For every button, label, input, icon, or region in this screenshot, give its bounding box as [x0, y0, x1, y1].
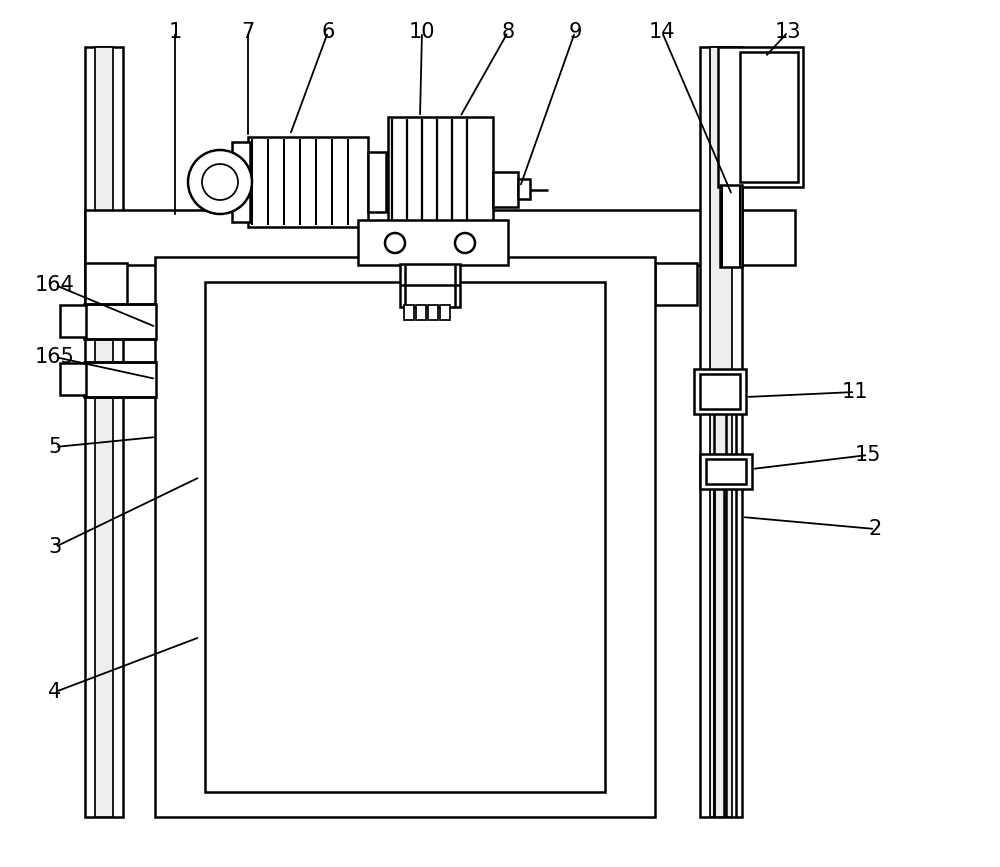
Text: 164: 164 [35, 275, 75, 295]
Bar [700, 374, 740, 409]
Bar [358, 220, 508, 265]
Bar [60, 305, 86, 337]
Bar [428, 305, 438, 320]
Text: 165: 165 [35, 347, 75, 367]
Text: 3: 3 [48, 537, 62, 557]
Text: 11: 11 [842, 382, 868, 402]
Text: 2: 2 [868, 519, 882, 539]
Circle shape [202, 164, 238, 200]
Bar [720, 185, 742, 267]
Text: 8: 8 [501, 22, 515, 42]
Bar [440, 305, 450, 320]
Bar [700, 47, 742, 817]
Bar [400, 264, 460, 307]
Bar [368, 152, 386, 212]
Bar [493, 172, 518, 207]
Bar [155, 257, 655, 817]
Bar [84, 362, 156, 397]
Bar [248, 137, 368, 227]
Bar [422, 119, 435, 230]
Text: 5: 5 [48, 437, 62, 457]
Text: 6: 6 [321, 22, 335, 42]
Bar [95, 47, 113, 817]
Text: 9: 9 [568, 22, 582, 42]
Circle shape [385, 233, 405, 253]
Text: 15: 15 [855, 445, 881, 465]
Bar [655, 263, 697, 305]
Bar [232, 142, 250, 222]
Bar [694, 369, 746, 414]
Bar [60, 363, 86, 395]
Bar [392, 119, 405, 230]
Bar [706, 459, 746, 484]
Circle shape [188, 150, 252, 214]
Bar [718, 47, 803, 187]
Bar [85, 263, 127, 305]
Bar [388, 117, 493, 232]
Bar [518, 179, 530, 199]
Text: 10: 10 [409, 22, 435, 42]
Bar [205, 282, 605, 792]
Text: 4: 4 [48, 682, 62, 702]
Bar [700, 454, 752, 489]
Bar [710, 47, 732, 817]
Bar [85, 210, 795, 265]
Bar [404, 305, 414, 320]
Text: 14: 14 [649, 22, 675, 42]
Text: 7: 7 [241, 22, 255, 42]
Bar [85, 47, 123, 817]
Circle shape [455, 233, 475, 253]
Bar [416, 305, 426, 320]
Bar [740, 52, 798, 182]
Text: 13: 13 [775, 22, 801, 42]
Bar [407, 119, 420, 230]
Bar [84, 304, 156, 339]
Text: 1: 1 [168, 22, 182, 42]
